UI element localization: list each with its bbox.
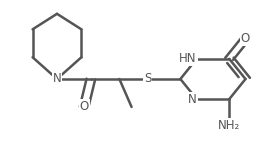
Text: HN: HN (179, 52, 197, 65)
Text: N: N (188, 93, 197, 106)
Text: NH₂: NH₂ (218, 119, 240, 132)
Text: O: O (241, 32, 250, 45)
Text: S: S (144, 73, 152, 85)
Text: O: O (79, 100, 89, 113)
Text: N: N (53, 73, 61, 85)
